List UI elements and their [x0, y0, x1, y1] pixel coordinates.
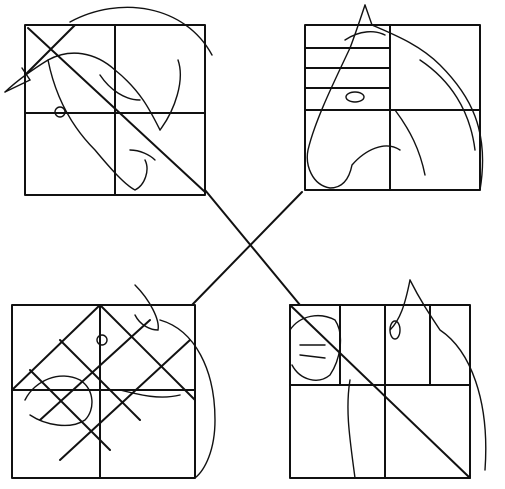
cross-lines: [191, 189, 303, 306]
study-bottom-left: [11, 284, 216, 479]
study-top-right: [304, 4, 484, 191]
study-bottom-right: [289, 279, 487, 479]
study-top-left: [4, 6, 213, 196]
